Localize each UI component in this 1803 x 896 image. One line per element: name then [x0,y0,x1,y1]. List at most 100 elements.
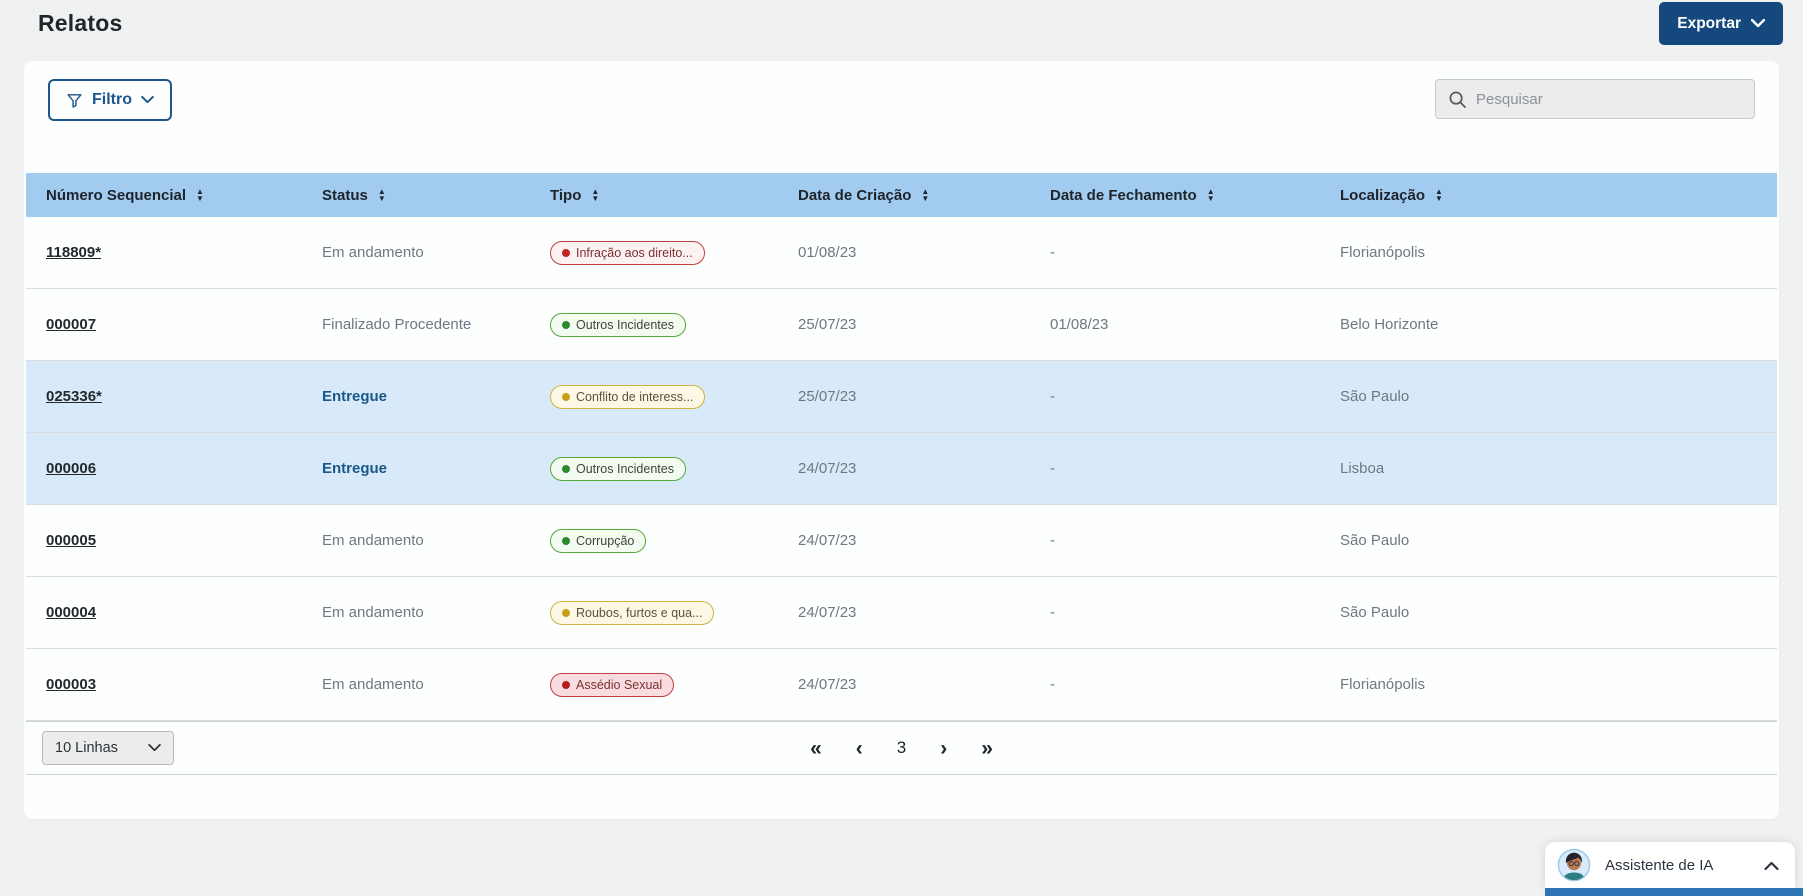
row-closed-date: - [1050,604,1055,621]
badge-dot-icon [562,248,570,257]
table-header-row: Número Sequencial ▲ ▼ Status ▲ ▼ Tipo ▲ ▼ D… [26,173,1777,217]
row-id-link[interactable]: 000007 [46,316,97,333]
ai-assistant-widget[interactable]: Assistente de IA [1545,842,1795,888]
chevron-up-icon [1764,861,1779,870]
column-header-label: Tipo [550,186,582,204]
assistant-label: Assistente de IA [1605,856,1714,874]
search-input[interactable] [1476,90,1742,108]
table-row: 000004 Em andamento Roubos, furtos e qua… [26,577,1777,649]
row-status: Em andamento [322,604,424,621]
funnel-icon [66,92,83,109]
row-status: Entregue [322,460,388,477]
column-header-label: Localização [1340,186,1426,204]
sort-icon[interactable]: ▲ ▼ [921,186,930,203]
sort-icon[interactable]: ▲ ▼ [196,186,204,203]
type-badge: Conflito de interess... [550,384,706,409]
row-id-link[interactable]: 000004 [46,604,97,621]
row-status: Em andamento [322,244,424,261]
sort-icon[interactable]: ▲ ▼ [1206,186,1215,203]
column-header[interactable]: Data de Fechamento ▲ ▼ [1050,187,1340,204]
badge-dot-icon [562,536,570,545]
column-header[interactable]: Localização ▲ ▼ [1340,187,1777,204]
type-badge-label: Assédio Sexual [576,677,663,692]
rows-per-page-select[interactable]: 10 Linhas [42,731,174,765]
badge-dot-icon [562,392,570,401]
type-badge: Infração aos direito... [550,240,705,265]
chevron-down-icon [1751,19,1765,28]
chevron-down-icon [141,96,154,104]
table-body: 118809* Em andamento Infração aos direit… [26,217,1777,721]
row-created-date: 24/07/23 [798,532,857,549]
row-location: São Paulo [1340,388,1410,405]
row-id-link[interactable]: 000005 [46,532,97,549]
row-location: São Paulo [1340,532,1410,549]
row-created-date: 24/07/23 [798,676,857,693]
search-box [1435,79,1755,119]
row-id-link[interactable]: 000006 [46,460,97,477]
column-header-label: Data de Fechamento [1050,186,1197,204]
search-icon [1448,90,1467,109]
filter-button-label: Filtro [92,91,132,108]
column-header[interactable]: Número Sequencial ▲ ▼ [46,187,322,204]
row-id-link[interactable]: 025336* [46,388,102,405]
column-header-label: Data de Criação [798,186,912,204]
row-closed-date: 01/08/23 [1050,316,1109,333]
row-location: São Paulo [1340,604,1410,621]
page-title: Relatos [38,10,123,36]
table-row: 118809* Em andamento Infração aos direit… [26,217,1777,289]
table-row: 025336* Entregue Conflito de interess...… [26,361,1777,433]
type-badge-label: Outros Incidentes [576,317,674,332]
row-created-date: 01/08/23 [798,244,857,261]
top-bar: Relatos Exportar [0,0,1803,45]
row-created-date: 25/07/23 [798,388,857,405]
badge-dot-icon [562,320,570,329]
table-row: 000006 Entregue Outros Incidentes 24/07/… [26,433,1777,505]
pagination-bar: 10 Linhas « ‹ 3 › » [26,721,1777,775]
row-closed-date: - [1050,460,1055,477]
row-created-date: 25/07/23 [798,316,857,333]
column-header[interactable]: Data de Criação ▲ ▼ [798,187,1050,204]
badge-dot-icon [562,608,570,617]
pagination-first-button[interactable]: « [810,736,822,760]
type-badge-label: Roubos, furtos e qua... [576,605,703,620]
row-status: Entregue [322,388,388,405]
type-badge: Outros Incidentes [550,456,686,481]
pagination-next-button[interactable]: › [940,736,948,760]
reports-card: Filtro Número Sequencial ▲▼ Status ▲▼ Ti… [24,61,1779,819]
row-closed-date: - [1050,676,1055,693]
filter-button[interactable]: Filtro [48,79,172,121]
assistant-bottom-strip [1545,888,1803,896]
table-row: 000007 Finalizado Procedente Outros Inci… [26,289,1777,361]
type-badge: Corrupção [550,528,647,553]
type-badge-label: Corrupção [576,533,635,548]
pagination-last-button[interactable]: » [981,736,993,760]
column-header[interactable]: Tipo ▲ ▼ [550,187,798,204]
row-created-date: 24/07/23 [798,604,857,621]
row-location: Belo Horizonte [1340,316,1439,333]
sort-icon[interactable]: ▲ ▼ [591,186,600,203]
type-badge-label: Infração aos direito... [576,245,693,260]
assistant-avatar [1557,848,1591,882]
column-header[interactable]: Status ▲ ▼ [322,187,550,204]
row-location: Lisboa [1340,460,1385,477]
type-badge: Roubos, furtos e qua... [550,600,715,625]
reports-table: Número Sequencial ▲ ▼ Status ▲ ▼ Tipo ▲ ▼ D… [26,173,1777,721]
row-location: Florianópolis [1340,244,1426,261]
row-closed-date: - [1050,388,1055,405]
chevron-down-icon [148,744,161,752]
row-closed-date: - [1050,532,1055,549]
export-button[interactable]: Exportar [1659,2,1783,45]
row-status: Finalizado Procedente [322,316,472,333]
badge-dot-icon [562,464,570,473]
pager: « ‹ 3 › » [810,738,993,759]
row-id-link[interactable]: 118809* [46,244,102,261]
table-row: 000005 Em andamento Corrupção 24/07/23 -… [26,505,1777,577]
sort-icon[interactable]: ▲ ▼ [1435,186,1443,203]
row-created-date: 24/07/23 [798,460,857,477]
pagination-prev-button[interactable]: ‹ [855,736,863,760]
sort-icon[interactable]: ▲ ▼ [377,186,386,203]
column-header-label: Status [322,186,368,204]
row-id-link[interactable]: 000003 [46,676,97,693]
row-location: Florianópolis [1340,676,1426,693]
export-button-label: Exportar [1677,14,1741,32]
